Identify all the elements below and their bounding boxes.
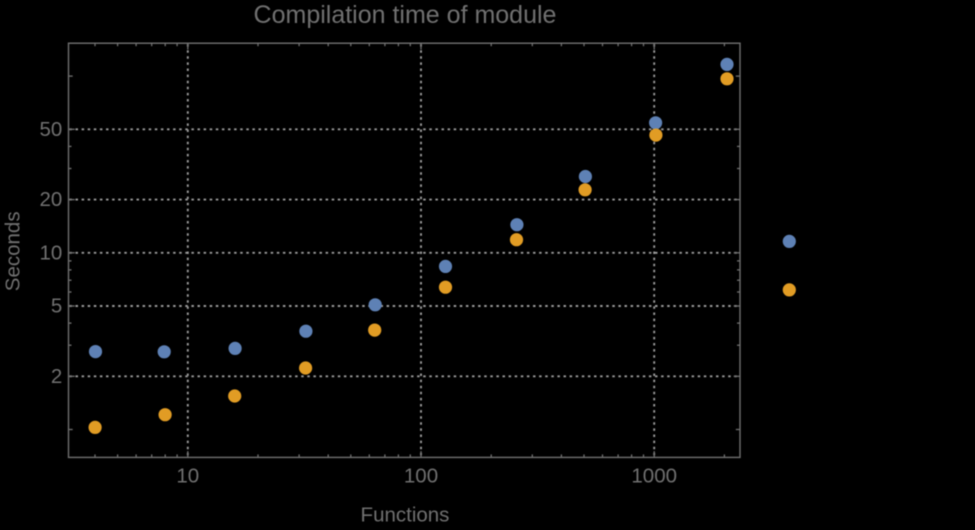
svg-text:10: 10 xyxy=(39,241,62,264)
svg-text:20: 20 xyxy=(39,188,62,211)
svg-text:100: 100 xyxy=(404,465,438,488)
svg-text:Seconds: Seconds xyxy=(2,211,25,291)
svg-text:50: 50 xyxy=(39,118,62,141)
svg-text:2: 2 xyxy=(51,365,62,388)
svg-text:5: 5 xyxy=(51,295,62,318)
svg-text:Functions: Functions xyxy=(361,504,450,526)
svg-text:10: 10 xyxy=(176,465,199,488)
svg-text:Compilation time of module: Compilation time of module xyxy=(254,1,557,29)
svg-text:1000: 1000 xyxy=(631,465,677,488)
